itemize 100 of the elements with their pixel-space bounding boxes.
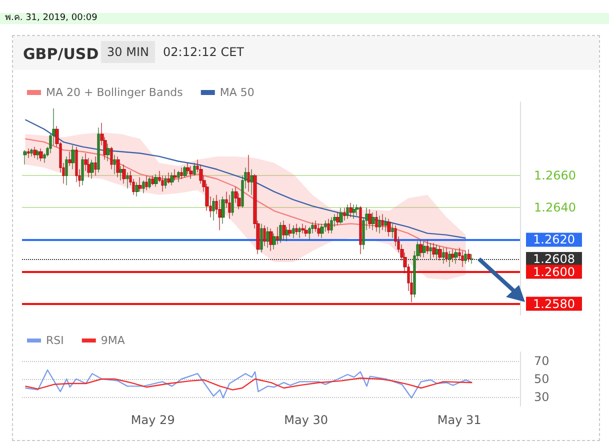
y-tick-label: 1.2640 — [534, 200, 576, 215]
candlestick — [467, 249, 471, 262]
candlestick — [422, 241, 426, 258]
candlestick — [106, 143, 110, 162]
ref-line-label: 1.2620 — [533, 232, 575, 247]
candlestick — [426, 239, 429, 254]
candlestick — [381, 214, 384, 230]
candlestick — [260, 223, 263, 253]
candlestick — [269, 228, 273, 252]
candlestick — [368, 209, 372, 229]
candlestick — [317, 223, 321, 237]
candlestick — [349, 202, 353, 218]
candlestick — [212, 198, 215, 221]
candlestick — [327, 218, 330, 234]
candlestick — [164, 175, 167, 189]
legend-label: MA 20 + Bollinger Bands — [46, 86, 184, 99]
candlestick — [279, 222, 282, 244]
candlestick — [298, 226, 301, 238]
candlestick — [122, 164, 126, 184]
candlestick — [148, 176, 151, 189]
line-series — [24, 119, 466, 239]
candlestick — [355, 204, 359, 216]
candlestick — [282, 220, 286, 240]
candlestick — [189, 166, 193, 180]
candlestick — [288, 223, 292, 237]
candlestick — [27, 148, 30, 158]
candlestick — [320, 223, 324, 238]
legend-label: RSI — [46, 334, 64, 347]
candlestick — [30, 148, 33, 157]
candlestick — [218, 199, 222, 230]
candlestick — [378, 215, 381, 234]
candlestick — [231, 188, 234, 216]
candlestick — [94, 156, 97, 176]
candlestick — [97, 127, 100, 173]
legend-label: MA 50 — [220, 86, 254, 99]
candlestick — [221, 196, 225, 224]
candlestick — [145, 175, 148, 190]
candlestick — [375, 210, 378, 232]
candlestick — [68, 151, 72, 166]
candlestick — [451, 249, 455, 262]
candlestick — [81, 156, 84, 186]
candlestick — [39, 148, 43, 162]
candlestick — [36, 150, 40, 160]
candlestick — [352, 204, 356, 220]
candlestick — [151, 175, 155, 186]
candlestick — [138, 176, 142, 192]
candlestick — [359, 206, 362, 254]
candlestick — [387, 218, 391, 237]
candlestick — [23, 150, 27, 165]
candlestick — [448, 250, 452, 268]
candlestick — [183, 166, 187, 178]
candlestick — [339, 207, 343, 224]
candlestick — [247, 154, 250, 192]
y-tick-label: 70 — [534, 354, 550, 368]
candlestick — [464, 250, 467, 264]
candlestick — [161, 175, 164, 192]
candlestick — [154, 174, 158, 188]
candlestick — [33, 146, 37, 158]
candlestick — [371, 212, 375, 230]
x-tick-label: May 30 — [284, 413, 328, 427]
candlestick — [135, 182, 139, 197]
candlestick — [110, 146, 113, 170]
candlestick — [180, 167, 183, 180]
candlestick — [384, 217, 388, 232]
y-tick-label: 30 — [534, 390, 550, 404]
candlestick — [429, 242, 432, 260]
candlestick — [177, 170, 180, 182]
ref-line-label: 1.2580 — [533, 296, 575, 311]
candlestick — [113, 154, 116, 174]
candlestick — [126, 172, 129, 189]
legend-label: 9MA — [100, 334, 126, 347]
candlestick — [346, 204, 349, 220]
text: 30 MIN — [101, 41, 155, 63]
candlestick — [170, 172, 174, 186]
candlestick — [116, 156, 120, 178]
candlestick — [285, 226, 289, 242]
candlestick — [314, 220, 317, 232]
candlestick — [304, 225, 308, 237]
candlestick — [336, 212, 340, 226]
chart-title: GBP/USD — [23, 45, 99, 63]
y-tick-label: 50 — [534, 372, 550, 386]
line-series — [24, 138, 466, 252]
candlestick — [90, 159, 94, 180]
candlestick — [266, 226, 270, 248]
candlestick — [250, 168, 254, 196]
candlestick — [391, 223, 394, 238]
candlestick — [71, 144, 75, 170]
x-tick-label: May 29 — [130, 413, 175, 427]
candlestick — [173, 168, 177, 181]
candlestick — [432, 242, 436, 258]
candlestick — [167, 172, 171, 184]
x-tick-label: May 31 — [437, 413, 482, 427]
candlestick — [142, 180, 145, 194]
candlestick — [435, 244, 439, 260]
candlestick — [461, 250, 464, 268]
candlestick — [438, 246, 442, 261]
candlestick — [276, 226, 279, 245]
candlestick — [445, 247, 448, 262]
text: 02:12:12 CET — [163, 45, 244, 59]
candlestick — [119, 166, 123, 181]
